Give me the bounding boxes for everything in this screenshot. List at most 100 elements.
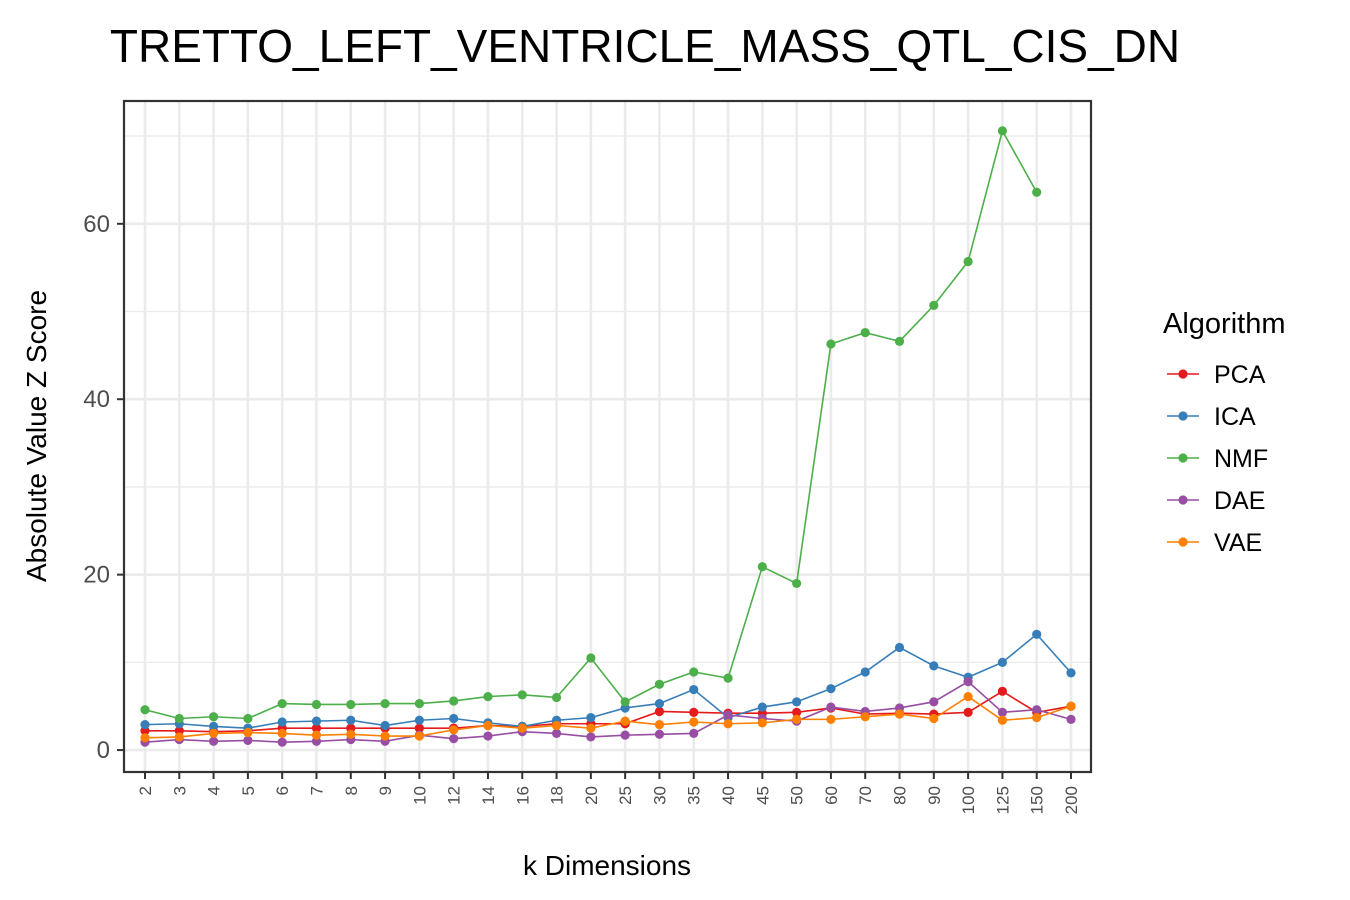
data-point-nmf (380, 698, 390, 709)
data-point-nmf (346, 699, 356, 710)
x-tick-label: 10 (410, 786, 429, 805)
y-axis-title: Absolute Value Z Score (21, 290, 52, 582)
data-point-nmf (449, 696, 459, 706)
data-point-vae (792, 714, 802, 724)
data-point-pca (792, 707, 802, 717)
legend-item-pca: PCA (1167, 361, 1266, 389)
series-layer (140, 126, 1076, 747)
y-tick-label: 0 (97, 737, 110, 764)
legend-key-point (1178, 369, 1188, 379)
data-point-vae (277, 728, 287, 739)
data-point-vae (894, 709, 905, 719)
data-point-vae (449, 725, 459, 735)
x-tick-label: 2 (136, 786, 155, 795)
x-tick-label: 60 (822, 786, 841, 805)
data-point-ica (449, 713, 459, 724)
data-point-nmf (757, 562, 767, 572)
legend-label: VAE (1214, 529, 1262, 557)
chart-title: TRETTO_LEFT_VENTRICLE_MASS_QTL_CIS_DN (110, 20, 1180, 72)
data-point-ica (277, 717, 287, 727)
data-point-dae (208, 736, 219, 746)
data-point-vae (1032, 713, 1042, 723)
data-point-ica (997, 657, 1008, 667)
data-point-vae (826, 714, 836, 724)
data-point-nmf (826, 339, 836, 349)
data-point-nmf (551, 692, 562, 703)
data-point-ica (208, 721, 219, 731)
data-point-nmf (689, 667, 699, 677)
x-tick-label: 25 (616, 786, 635, 805)
data-point-dae (243, 735, 253, 746)
legend-item-dae: DAE (1167, 487, 1265, 515)
x-tick-label: 200 (1062, 786, 1081, 814)
legend-key-point (1178, 537, 1188, 547)
x-tick-label: 5 (239, 786, 258, 795)
data-point-vae (1066, 701, 1076, 711)
data-point-ica (757, 702, 767, 712)
data-point-nmf (140, 705, 150, 715)
data-point-pca (689, 707, 699, 717)
data-point-ica (894, 642, 905, 653)
data-point-pca (311, 723, 322, 733)
data-point-nmf (174, 713, 184, 724)
data-point-vae (208, 728, 219, 739)
data-point-vae (689, 717, 699, 727)
data-point-vae (311, 730, 322, 740)
legend-item-ica: ICA (1167, 403, 1256, 431)
data-point-nmf (792, 578, 802, 589)
grid-lines (124, 101, 1091, 772)
data-point-ica (1032, 629, 1042, 639)
x-tick-label: 80 (891, 786, 910, 805)
x-axis-title: k Dimensions (523, 850, 691, 881)
data-point-nmf (723, 673, 733, 683)
data-point-ica (929, 661, 939, 671)
data-point-ica (826, 684, 836, 694)
x-tick-label: 18 (548, 786, 567, 805)
x-tick-label: 8 (342, 786, 361, 795)
series-line-dae (144, 680, 1072, 743)
x-tick-label: 3 (170, 786, 189, 795)
x-tick-label: 20 (582, 786, 601, 805)
series-nmf (140, 126, 1042, 724)
data-point-dae (929, 697, 939, 707)
data-point-nmf (620, 697, 630, 707)
data-point-nmf (894, 336, 905, 346)
x-tick-label: 50 (788, 786, 807, 805)
data-point-dae (551, 728, 562, 739)
data-point-vae (997, 715, 1008, 725)
series-line-vae (144, 695, 1072, 739)
data-point-dae (654, 729, 665, 739)
data-point-nmf (963, 256, 973, 267)
plot-border (122, 99, 1093, 774)
x-tick-label: 35 (685, 786, 704, 805)
legend-label: PCA (1214, 361, 1266, 389)
x-tick-label: 45 (753, 786, 772, 805)
data-point-ica (346, 715, 356, 725)
data-point-ica (311, 716, 322, 726)
data-point-vae (551, 720, 562, 731)
data-point-dae (997, 707, 1008, 717)
x-tick-label: 14 (479, 786, 498, 805)
series-line-pca (145, 690, 1072, 733)
y-tick-label: 20 (83, 562, 110, 589)
data-point-vae (380, 731, 390, 741)
data-point-dae (449, 734, 459, 744)
data-point-dae (483, 731, 493, 741)
data-point-pca (963, 707, 973, 717)
data-point-vae (346, 729, 356, 739)
series-vae (140, 691, 1076, 743)
data-point-ica (380, 720, 390, 731)
data-point-vae (929, 713, 939, 724)
data-point-pca (654, 706, 665, 717)
x-tick-label: 40 (719, 786, 738, 805)
y-tick-label: 40 (83, 386, 110, 413)
data-point-nmf (654, 679, 665, 689)
data-point-vae (654, 720, 665, 730)
data-point-vae (757, 718, 767, 728)
plot-panel (122, 99, 1093, 774)
data-point-dae (620, 730, 630, 740)
legend-items: PCA ICA NMF DAE VAE (1167, 361, 1268, 557)
x-tick-label: 12 (445, 786, 464, 805)
x-axis: 2 3 4 5 6 7 8 9 10 12 14 16 18 20 25 30 35 40 45 50 60 70 80 90… (136, 772, 1081, 814)
